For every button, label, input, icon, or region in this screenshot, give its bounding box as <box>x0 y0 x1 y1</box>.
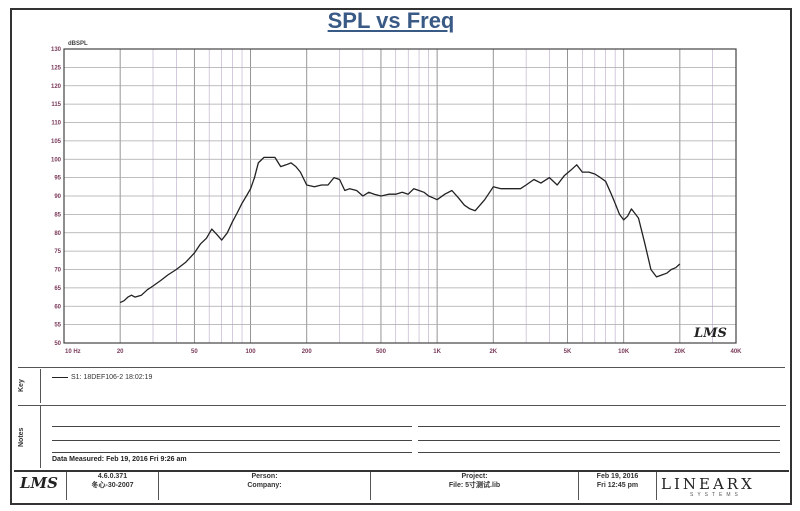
spl-series-line <box>119 156 681 304</box>
notes-side-label: Notes <box>18 427 25 447</box>
x-tick-labels: 10 Hz 20 50 100 200 500 1K 2K 5K 10K 20K 40K <box>65 349 742 355</box>
notes-box <box>40 405 786 468</box>
note-line <box>418 426 780 427</box>
y-tick-label: 105 <box>51 139 62 145</box>
legend-entry-label: S1: 18DEF106-2 18:02:19 <box>71 374 153 381</box>
chart-title: SPL vs Freq <box>327 8 455 33</box>
data-measured-text: Data Measured: Feb 19, 2016 Fri 9:26 am <box>52 456 187 463</box>
y-tick-label: 90 <box>54 194 61 200</box>
note-line <box>418 440 780 441</box>
footer-project-cell: Project: File: 5寸测试.lib <box>370 472 578 500</box>
x-tick-label: 5K <box>564 349 572 355</box>
y-tick-label: 60 <box>54 304 61 310</box>
x-tick-label: 1K <box>433 349 441 355</box>
y-tick-labels: 50 55 60 65 70 75 80 85 90 95 100 105 110 115 120 125 13… <box>51 47 62 347</box>
version-date: 冬心-30-2007 <box>91 482 134 489</box>
x-tick-label: 10K <box>618 349 630 355</box>
chart-svg: 50 55 60 65 70 75 80 85 90 95 100 105 110 115 120 125 13… <box>51 41 742 355</box>
y-axis-label: dBSPL <box>68 41 88 47</box>
note-line <box>418 452 780 453</box>
y-tick-label: 115 <box>51 102 61 108</box>
plot-frame <box>63 48 737 344</box>
linearx-logo-sub: SYSTEMS <box>690 492 742 498</box>
legend-side-label: Key <box>18 379 25 393</box>
legend-box <box>40 369 786 403</box>
footer-date-cell: Feb 19, 2016 Fri 12:45 pm <box>578 472 656 500</box>
company-label: Company: <box>247 482 282 489</box>
y-tick-label: 130 <box>51 47 62 53</box>
note-line <box>52 452 412 453</box>
footer-bar <box>14 470 789 502</box>
y-tick-label: 125 <box>51 65 62 71</box>
x-tick-label: 40K <box>730 349 742 355</box>
footer-version-cell: 4.6.0.371 冬心-30-2007 <box>66 472 158 500</box>
grid-layer <box>64 49 736 343</box>
x-tick-label: 20 <box>117 349 124 355</box>
x-tick-label: 10 Hz <box>65 349 81 355</box>
x-tick-label: 2K <box>489 349 497 355</box>
y-tick-label: 100 <box>51 157 62 163</box>
y-tick-label: 120 <box>51 84 62 90</box>
y-tick-label: 75 <box>54 249 61 255</box>
y-tick-label: 85 <box>54 212 61 218</box>
footer-date: Feb 19, 2016 <box>596 473 639 480</box>
y-tick-label: 95 <box>54 176 61 182</box>
report-sheet <box>10 8 792 505</box>
x-tick-label: 20K <box>674 349 686 355</box>
linearx-logo: LINEARX <box>661 475 755 493</box>
plot-logo: LMS <box>693 326 727 341</box>
y-tick-label: 80 <box>54 231 61 237</box>
version-number: 4.6.0.371 <box>97 473 128 480</box>
x-tick-label: 50 <box>191 349 198 355</box>
x-tick-label: 200 <box>302 349 313 355</box>
footer-person-cell: Person: Company: <box>158 472 370 500</box>
footer-time: Fri 12:45 pm <box>596 482 639 489</box>
footer-brand-cell <box>656 472 789 500</box>
legend-entry: S1: 18DEF106-2 18:02:19 <box>52 374 152 381</box>
y-tick-label: 55 <box>54 323 61 329</box>
person-label: Person: <box>251 473 278 480</box>
legend-line-swatch <box>52 376 68 378</box>
y-tick-label: 110 <box>51 121 61 127</box>
file-label: File: 5寸测试.lib <box>448 482 501 489</box>
footer-lms-logo: LMS <box>20 474 58 492</box>
note-line <box>52 440 412 441</box>
y-tick-label: 50 <box>54 341 61 347</box>
note-line <box>52 426 412 427</box>
legend-area <box>18 367 785 404</box>
x-tick-label: 500 <box>376 349 387 355</box>
y-tick-label: 70 <box>54 268 61 274</box>
y-tick-label: 65 <box>54 286 61 292</box>
x-tick-label: 100 <box>246 349 257 355</box>
series-layer <box>119 156 681 304</box>
project-label: Project: <box>461 473 488 480</box>
